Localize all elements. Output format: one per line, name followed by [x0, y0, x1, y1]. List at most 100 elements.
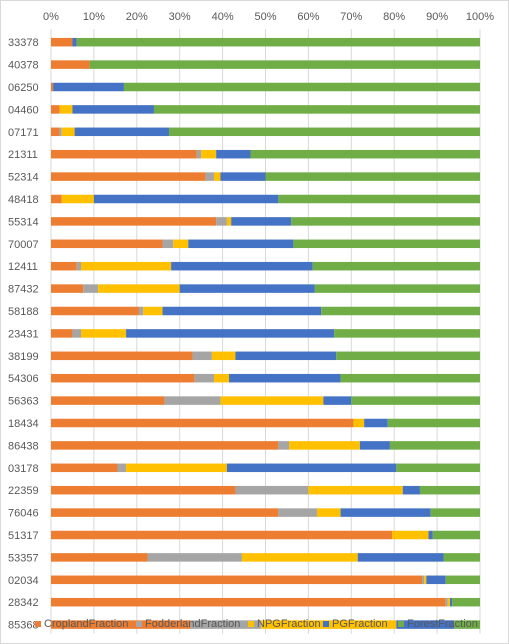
category-label: 12411 — [8, 261, 38, 273]
x-tick-label: 40% — [212, 11, 234, 23]
bar-segment-PGFraction — [188, 239, 294, 249]
legend-swatch — [323, 621, 329, 627]
bar-segment-FodderlandFraction — [235, 485, 309, 495]
bar-segment-NPGFraction — [316, 508, 341, 517]
bar-segment-CroplandFraction — [51, 441, 279, 450]
bar-segment-FodderlandFraction — [190, 620, 262, 629]
bar-segment-CroplandFraction — [51, 37, 73, 47]
legend: CroplandFraction FodderlandFraction NPGFra… — [35, 618, 478, 630]
bar-segment-ForestFraction — [153, 105, 480, 114]
bar-segment-PGFraction — [229, 373, 341, 383]
bar-segment-CroplandFraction — [51, 82, 54, 92]
bar-segment-CroplandFraction — [51, 149, 197, 159]
bar-segment-PGFraction — [162, 306, 322, 316]
bar-segment-PGFraction — [74, 127, 169, 137]
legend-label: ForestFraction — [407, 618, 478, 630]
bar-segment-ForestFraction — [321, 306, 480, 316]
bar-segment-ForestFraction — [314, 284, 480, 293]
category-label: 03178 — [8, 463, 39, 475]
bar-segment-CroplandFraction — [51, 172, 206, 181]
bar-segment-CroplandFraction — [51, 329, 73, 338]
x-tick-label: 70% — [340, 11, 362, 23]
bar-segment-ForestFraction — [389, 441, 480, 450]
bar-segment-FodderlandFraction — [216, 217, 227, 226]
x-tick-labels: 0% 10% 20% 30% 40% 50% 60% 70% 80% 90% 100% — [43, 11, 494, 23]
bar-segment-CroplandFraction — [51, 530, 393, 540]
category-label: 55314 — [8, 216, 39, 228]
bar-segment-NPGFraction — [59, 105, 73, 114]
bar-segment-FodderlandFraction — [59, 127, 62, 137]
bar-segment-ForestFraction — [336, 351, 480, 361]
bar-segment-PGFraction — [231, 217, 292, 226]
bar-segment-PGFraction — [449, 597, 453, 607]
bars — [51, 37, 481, 629]
x-tick-label: 20% — [126, 11, 148, 23]
bar-segment-ForestFraction — [293, 239, 480, 249]
bar-segment-CroplandFraction — [51, 217, 217, 226]
bar-segment-NPGFraction — [214, 373, 230, 383]
bar-segment-NPGFraction — [424, 575, 427, 585]
bar-segment-ForestFraction — [432, 530, 480, 540]
bar-segment-ForestFraction — [168, 127, 480, 137]
bar-segment-ForestFraction — [76, 37, 481, 47]
x-tick-label: 0% — [43, 11, 59, 23]
bar-segment-FodderlandFraction — [83, 284, 99, 293]
x-tick-label: 100% — [466, 11, 494, 23]
bar-segment-NPGFraction — [214, 172, 221, 181]
category-label: 58188 — [8, 306, 39, 318]
category-label: 06250 — [8, 82, 39, 94]
bar-segment-PGFraction — [72, 105, 154, 114]
bar-segment-NPGFraction — [61, 194, 94, 204]
category-label: 86438 — [8, 440, 39, 452]
bar-segment-PGFraction — [179, 284, 315, 293]
legend-label: FodderlandFraction — [145, 618, 240, 630]
bar-segment-FodderlandFraction — [164, 396, 221, 405]
bar-segment-ForestFraction — [312, 261, 480, 271]
bar-segment-NPGFraction — [220, 396, 324, 405]
bar-segment-PGFraction — [216, 149, 251, 159]
category-label: 22359 — [8, 485, 39, 497]
category-label: 52314 — [8, 172, 39, 184]
x-tick-label: 80% — [383, 11, 405, 23]
bar-segment-NPGFraction — [173, 239, 189, 249]
bar-segment-NPGFraction — [81, 261, 172, 271]
bar-segment-FodderlandFraction — [445, 597, 448, 607]
bar-segment-CroplandFraction — [51, 127, 60, 137]
bar-segment-PGFraction — [364, 418, 388, 428]
bar-segment-CroplandFraction — [51, 620, 191, 629]
bar-segment-CroplandFraction — [51, 508, 279, 517]
bar-segment-PGFraction — [53, 82, 124, 92]
bar-segment-NPGFraction — [126, 463, 227, 473]
x-tick-label: 90% — [426, 11, 448, 23]
bar-segment-ForestFraction — [419, 485, 480, 495]
bar-segment-PGFraction — [126, 329, 335, 338]
bar-segment-CroplandFraction — [51, 105, 60, 114]
category-label: 38199 — [8, 351, 39, 363]
category-labels: 33378 40378 06250 04460 07171 21311 52314 48418… — [8, 37, 39, 631]
category-label: 53357 — [8, 552, 39, 564]
category-label: 54306 — [8, 373, 39, 385]
category-label: 21311 — [8, 149, 38, 161]
bar-segment-NPGFraction — [201, 149, 217, 159]
category-label: 87432 — [8, 284, 39, 296]
bar-segment-PGFraction — [428, 530, 433, 540]
bar-segment-ForestFraction — [123, 82, 481, 92]
bar-segment-FodderlandFraction — [76, 261, 82, 271]
bar-segment-CroplandFraction — [51, 575, 423, 585]
bar-segment-FodderlandFraction — [278, 508, 317, 517]
category-label: 23431 — [8, 328, 39, 340]
category-label: 02034 — [8, 575, 39, 587]
bar-segment-NPGFraction — [98, 284, 180, 293]
bar-segment-ForestFraction — [250, 149, 480, 159]
x-tick-label: 10% — [83, 11, 105, 23]
category-label: 28342 — [8, 597, 39, 609]
bar-segment-PGFraction — [93, 194, 279, 204]
category-label: 85368 — [8, 620, 39, 632]
x-tick-label: 30% — [169, 11, 191, 23]
bar-segment-FodderlandFraction — [205, 172, 215, 181]
bar-segment-PGFraction — [226, 463, 397, 473]
bar-segment-NPGFraction — [211, 351, 236, 361]
bar-segment-FodderlandFraction — [117, 463, 127, 473]
bar-segment-FodderlandFraction — [196, 149, 202, 159]
bar-segment-PGFraction — [426, 575, 446, 585]
